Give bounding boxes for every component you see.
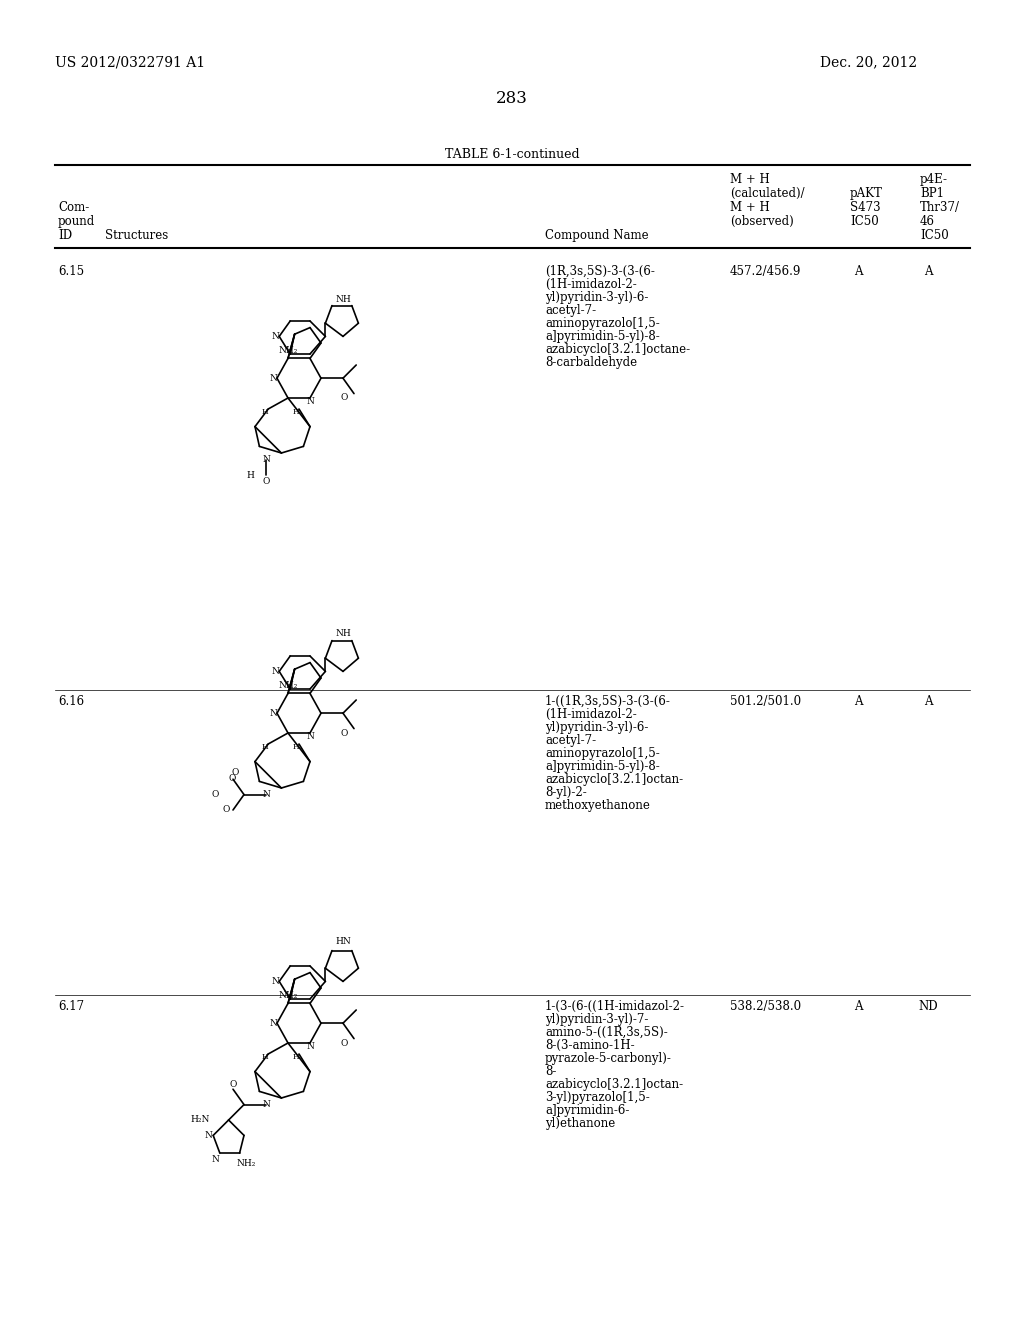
Text: 8-: 8- bbox=[545, 1065, 556, 1078]
Text: 6.15: 6.15 bbox=[58, 265, 84, 279]
Text: H: H bbox=[261, 408, 268, 416]
Text: O: O bbox=[262, 477, 269, 486]
Text: N: N bbox=[262, 455, 270, 465]
Text: H: H bbox=[293, 743, 299, 751]
Text: pyrazole-5-carbonyl)-: pyrazole-5-carbonyl)- bbox=[545, 1052, 672, 1065]
Text: M + H: M + H bbox=[730, 173, 770, 186]
Text: TABLE 6-1-continued: TABLE 6-1-continued bbox=[444, 148, 580, 161]
Text: a]pyrimidin-5-yl)-8-: a]pyrimidin-5-yl)-8- bbox=[545, 330, 659, 343]
Text: aminopyrazolo[1,5-: aminopyrazolo[1,5- bbox=[545, 747, 659, 760]
Text: acetyl-7-: acetyl-7- bbox=[545, 304, 596, 317]
Text: O: O bbox=[228, 774, 236, 783]
Text: N: N bbox=[272, 977, 280, 986]
Text: N: N bbox=[272, 331, 280, 341]
Text: 46: 46 bbox=[920, 215, 935, 228]
Text: NH: NH bbox=[335, 630, 351, 639]
Text: O: O bbox=[340, 729, 348, 738]
Text: N: N bbox=[212, 1155, 219, 1164]
Text: N: N bbox=[269, 709, 278, 718]
Text: yl)pyridin-3-yl)-7-: yl)pyridin-3-yl)-7- bbox=[545, 1012, 648, 1026]
Text: BP1: BP1 bbox=[920, 187, 944, 201]
Text: O: O bbox=[212, 791, 219, 799]
Text: NH₂: NH₂ bbox=[279, 991, 298, 1001]
Text: ND: ND bbox=[919, 1001, 938, 1012]
Text: S473: S473 bbox=[850, 201, 881, 214]
Text: N: N bbox=[269, 374, 278, 383]
Text: O: O bbox=[229, 1080, 237, 1089]
Text: M + H: M + H bbox=[730, 201, 770, 214]
Text: NH: NH bbox=[335, 294, 351, 304]
Text: 8-(3-amino-1H-: 8-(3-amino-1H- bbox=[545, 1039, 635, 1052]
Text: yl)pyridin-3-yl)-6-: yl)pyridin-3-yl)-6- bbox=[545, 290, 648, 304]
Text: (1H-imidazol-2-: (1H-imidazol-2- bbox=[545, 279, 637, 290]
Text: O: O bbox=[222, 805, 230, 814]
Text: amino-5-((1R,3s,5S)-: amino-5-((1R,3s,5S)- bbox=[545, 1026, 668, 1039]
Text: yl)ethanone: yl)ethanone bbox=[545, 1117, 615, 1130]
Text: Structures: Structures bbox=[105, 228, 168, 242]
Text: (1H-imidazol-2-: (1H-imidazol-2- bbox=[545, 708, 637, 721]
Text: yl)pyridin-3-yl)-6-: yl)pyridin-3-yl)-6- bbox=[545, 721, 648, 734]
Text: azabicyclo[3.2.1]octane-: azabicyclo[3.2.1]octane- bbox=[545, 343, 690, 356]
Text: H: H bbox=[247, 470, 255, 479]
Text: N: N bbox=[306, 397, 314, 405]
Text: Compound Name: Compound Name bbox=[545, 228, 648, 242]
Text: NH₂: NH₂ bbox=[237, 1159, 256, 1168]
Text: 6.17: 6.17 bbox=[58, 1001, 84, 1012]
Text: O: O bbox=[340, 1039, 348, 1048]
Text: A: A bbox=[924, 265, 932, 279]
Text: aminopyrazolo[1,5-: aminopyrazolo[1,5- bbox=[545, 317, 659, 330]
Text: O: O bbox=[231, 768, 239, 777]
Text: IC50: IC50 bbox=[920, 228, 949, 242]
Text: 8-yl)-2-: 8-yl)-2- bbox=[545, 785, 587, 799]
Text: Thr37/: Thr37/ bbox=[920, 201, 961, 214]
Text: a]pyrimidin-6-: a]pyrimidin-6- bbox=[545, 1104, 630, 1117]
Text: A: A bbox=[854, 1001, 862, 1012]
Text: H: H bbox=[261, 1053, 268, 1061]
Text: NH₂: NH₂ bbox=[279, 681, 298, 690]
Text: (1R,3s,5S)-3-(3-(6-: (1R,3s,5S)-3-(3-(6- bbox=[545, 265, 655, 279]
Text: pAKT: pAKT bbox=[850, 187, 883, 201]
Text: N: N bbox=[262, 1100, 270, 1109]
Text: N: N bbox=[262, 791, 270, 799]
Text: HN: HN bbox=[335, 937, 351, 946]
Text: azabicyclo[3.2.1]octan-: azabicyclo[3.2.1]octan- bbox=[545, 774, 683, 785]
Text: 501.2/501.0: 501.2/501.0 bbox=[730, 696, 801, 708]
Text: N: N bbox=[272, 667, 280, 676]
Text: N: N bbox=[269, 1019, 278, 1028]
Text: A: A bbox=[924, 696, 932, 708]
Text: 1-((1R,3s,5S)-3-(3-(6-: 1-((1R,3s,5S)-3-(3-(6- bbox=[545, 696, 671, 708]
Text: methoxyethanone: methoxyethanone bbox=[545, 799, 651, 812]
Text: ID: ID bbox=[58, 228, 72, 242]
Text: H: H bbox=[293, 408, 299, 416]
Text: (calculated)/: (calculated)/ bbox=[730, 187, 805, 201]
Text: acetyl-7-: acetyl-7- bbox=[545, 734, 596, 747]
Text: azabicyclo[3.2.1]octan-: azabicyclo[3.2.1]octan- bbox=[545, 1078, 683, 1092]
Text: H: H bbox=[293, 1053, 299, 1061]
Text: 1-(3-(6-((1H-imidazol-2-: 1-(3-(6-((1H-imidazol-2- bbox=[545, 1001, 685, 1012]
Text: A: A bbox=[854, 265, 862, 279]
Text: N: N bbox=[205, 1131, 213, 1140]
Text: 538.2/538.0: 538.2/538.0 bbox=[730, 1001, 801, 1012]
Text: N: N bbox=[306, 1041, 314, 1051]
Text: 283: 283 bbox=[496, 90, 528, 107]
Text: Com-: Com- bbox=[58, 201, 89, 214]
Text: A: A bbox=[854, 696, 862, 708]
Text: 8-carbaldehyde: 8-carbaldehyde bbox=[545, 356, 637, 370]
Text: O: O bbox=[340, 393, 348, 403]
Text: 3-yl)pyrazolo[1,5-: 3-yl)pyrazolo[1,5- bbox=[545, 1092, 650, 1104]
Text: (observed): (observed) bbox=[730, 215, 794, 228]
Text: H₂N: H₂N bbox=[190, 1115, 210, 1125]
Text: p4E-: p4E- bbox=[920, 173, 948, 186]
Text: US 2012/0322791 A1: US 2012/0322791 A1 bbox=[55, 55, 205, 69]
Text: 457.2/456.9: 457.2/456.9 bbox=[730, 265, 802, 279]
Text: N: N bbox=[306, 731, 314, 741]
Text: 6.16: 6.16 bbox=[58, 696, 84, 708]
Text: a]pyrimidin-5-yl)-8-: a]pyrimidin-5-yl)-8- bbox=[545, 760, 659, 774]
Text: IC50: IC50 bbox=[850, 215, 879, 228]
Text: NH₂: NH₂ bbox=[279, 346, 298, 355]
Text: Dec. 20, 2012: Dec. 20, 2012 bbox=[820, 55, 918, 69]
Text: H: H bbox=[261, 743, 268, 751]
Text: pound: pound bbox=[58, 215, 95, 228]
